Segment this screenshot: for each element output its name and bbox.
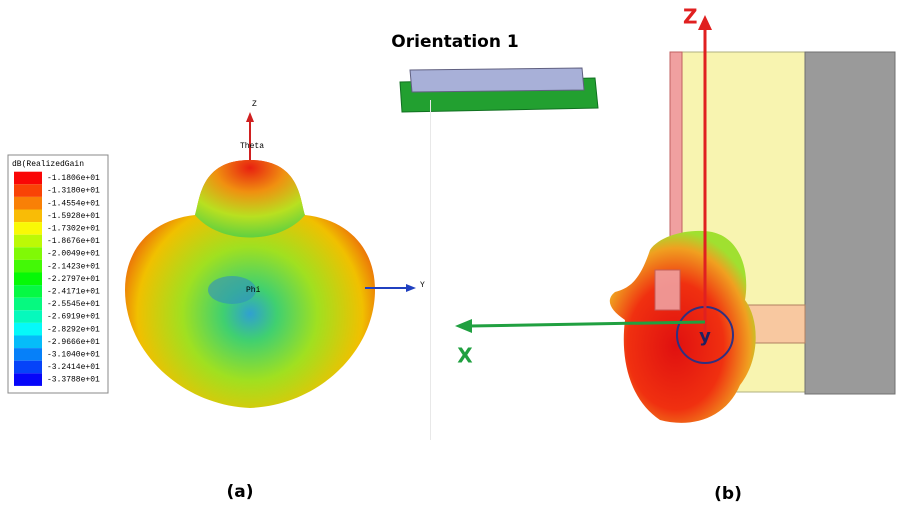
orientation-label: Orientation 1 xyxy=(391,32,518,52)
legend-swatch xyxy=(14,360,42,374)
legend-swatch xyxy=(14,209,42,223)
legend-label: -2.8292e+01 xyxy=(47,325,100,334)
legend-swatch xyxy=(14,196,42,210)
axis-label: Z xyxy=(252,100,257,109)
legend-label: -2.6919e+01 xyxy=(47,313,100,322)
legend-swatch xyxy=(14,348,42,361)
legend-swatch xyxy=(14,322,42,336)
legend-label: -1.7302e+01 xyxy=(47,225,100,234)
panel-edge xyxy=(654,269,681,311)
gain-surface xyxy=(609,230,756,423)
legend-label: -1.1806e+01 xyxy=(47,174,100,183)
legend-swatch xyxy=(14,272,42,286)
legend-label: -1.8676e+01 xyxy=(47,237,100,246)
block xyxy=(804,51,896,395)
legend-swatch xyxy=(14,171,42,185)
arrow xyxy=(246,112,254,122)
legend-label: -2.4171e+01 xyxy=(47,288,100,297)
axis-label: Theta xyxy=(240,142,264,151)
legend-label: -2.5545e+01 xyxy=(47,300,100,309)
axis-label: y xyxy=(699,326,711,347)
legend-label: -2.2797e+01 xyxy=(47,275,100,284)
gain-lobe xyxy=(195,160,305,238)
legend-label: -2.1423e+01 xyxy=(47,262,100,271)
legend-swatch xyxy=(14,335,42,349)
legend-swatch xyxy=(14,285,42,298)
legend-swatch xyxy=(14,310,42,323)
legend-swatch xyxy=(14,373,42,386)
legend-label: -3.1040e+01 xyxy=(47,351,100,360)
legend-label: -1.4554e+01 xyxy=(47,199,100,208)
device-icon xyxy=(399,67,599,113)
legend-swatch xyxy=(14,184,42,197)
legend-label: -2.9666e+01 xyxy=(47,338,100,347)
frame xyxy=(430,100,431,440)
arrow xyxy=(406,284,416,292)
legend-label: -3.3788e+01 xyxy=(47,376,100,385)
legend-title: dB(RealizedGain xyxy=(12,160,84,169)
caption: (a) xyxy=(226,482,253,502)
legend-label: -2.0049e+01 xyxy=(47,250,100,259)
legend-swatch xyxy=(14,247,42,260)
legend-label: -1.5928e+01 xyxy=(47,212,100,221)
legend-swatch xyxy=(14,222,42,235)
legend: dB(RealizedGain -1.1806e+01 -1.3180e+01 -1… xyxy=(7,154,109,394)
legend-swatch xyxy=(14,234,42,248)
pattern-a: Z Theta Y Phi xyxy=(125,100,425,408)
axis-label: Phi xyxy=(246,286,261,295)
arrow xyxy=(698,15,712,30)
pattern-b: Z X y xyxy=(430,5,896,440)
axis-label: Z xyxy=(683,5,698,29)
legend-label: -1.3180e+01 xyxy=(47,187,100,196)
legend-label: -3.2414e+01 xyxy=(47,363,100,372)
caption: (b) xyxy=(714,484,742,504)
legend-swatch xyxy=(14,259,42,273)
axis-label: X xyxy=(457,344,473,368)
module xyxy=(409,67,585,93)
axis-label: Y xyxy=(420,281,425,290)
arrow xyxy=(455,319,472,333)
x-axis xyxy=(469,320,706,328)
legend-swatch xyxy=(14,297,42,311)
null-region xyxy=(208,276,256,304)
